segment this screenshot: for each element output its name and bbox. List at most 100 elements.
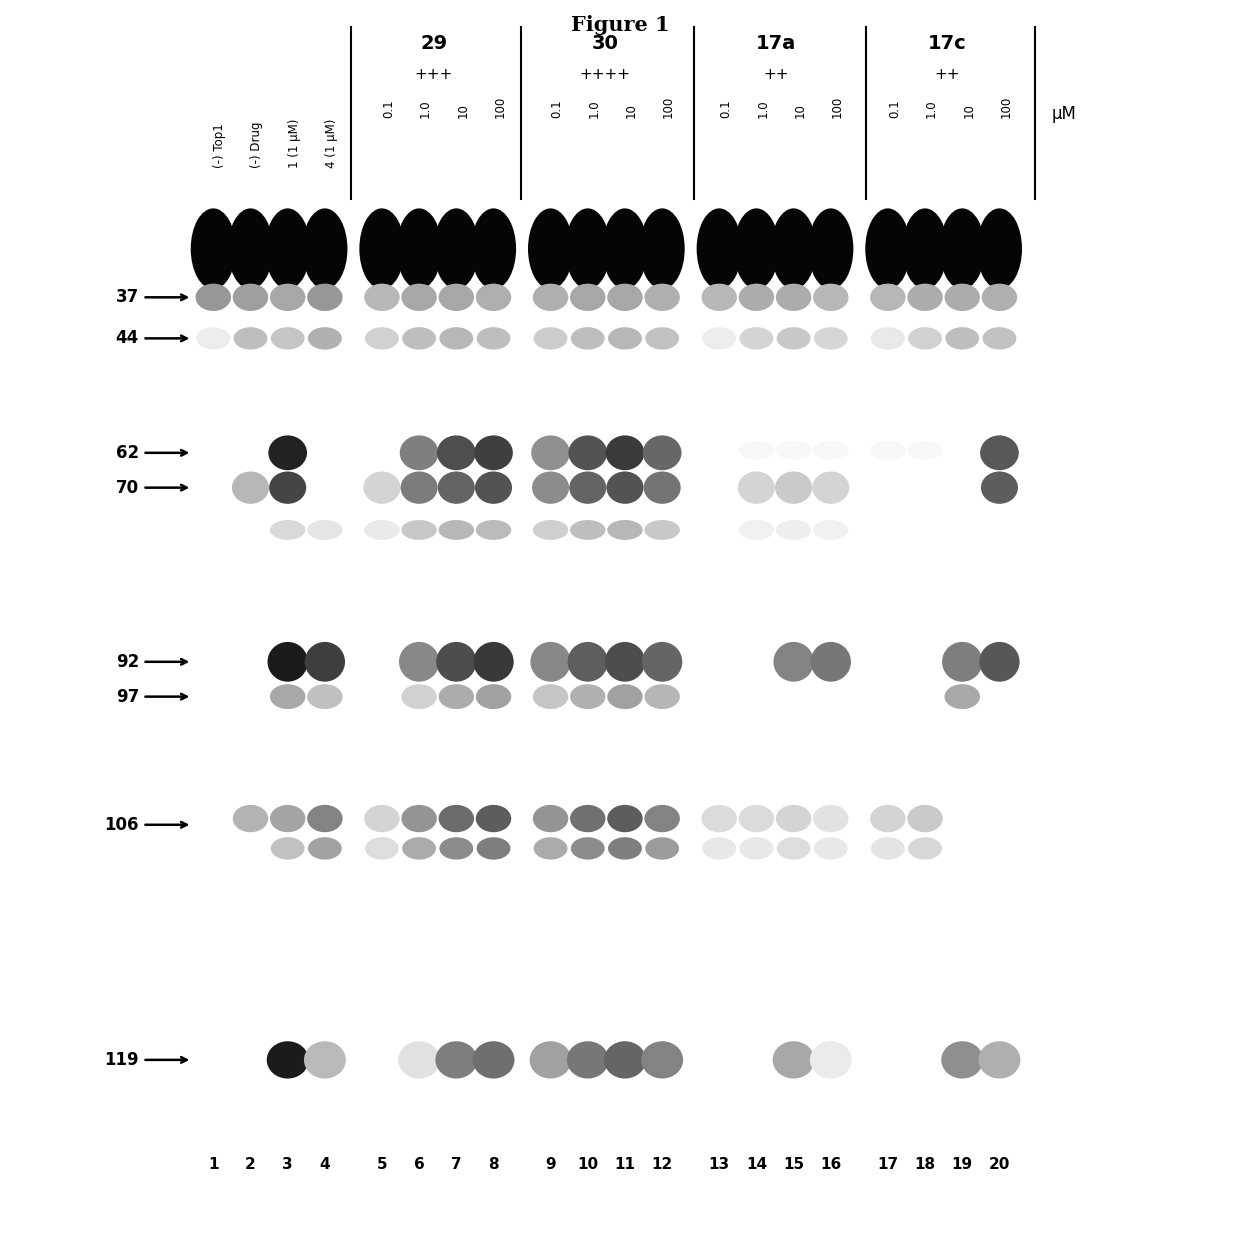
Ellipse shape	[603, 208, 647, 289]
Ellipse shape	[533, 327, 568, 350]
Ellipse shape	[270, 284, 305, 311]
Ellipse shape	[776, 284, 811, 311]
Text: 4: 4	[320, 1157, 330, 1172]
Ellipse shape	[228, 208, 273, 289]
Ellipse shape	[476, 684, 511, 709]
Text: ++: ++	[935, 67, 960, 82]
Ellipse shape	[608, 805, 642, 832]
Text: ++++: ++++	[579, 67, 631, 82]
Ellipse shape	[268, 435, 308, 470]
Ellipse shape	[570, 284, 605, 311]
Ellipse shape	[402, 327, 436, 350]
Ellipse shape	[476, 837, 511, 860]
Ellipse shape	[608, 327, 642, 350]
Text: 0.1: 0.1	[719, 100, 732, 118]
Ellipse shape	[810, 1041, 852, 1079]
Text: 15: 15	[782, 1157, 805, 1172]
Text: 1.0: 1.0	[925, 100, 937, 118]
Text: 92: 92	[115, 653, 139, 671]
Ellipse shape	[191, 208, 236, 289]
Ellipse shape	[533, 805, 568, 832]
Ellipse shape	[608, 837, 642, 860]
Ellipse shape	[980, 435, 1019, 470]
Text: μM: μM	[1052, 106, 1076, 123]
Ellipse shape	[397, 208, 441, 289]
Ellipse shape	[533, 284, 568, 311]
Ellipse shape	[870, 440, 905, 460]
Ellipse shape	[434, 208, 479, 289]
Text: 16: 16	[820, 1157, 842, 1172]
Ellipse shape	[644, 471, 681, 504]
Ellipse shape	[908, 284, 942, 311]
Ellipse shape	[605, 642, 645, 682]
Ellipse shape	[531, 435, 570, 470]
Text: 100: 100	[494, 96, 506, 118]
Ellipse shape	[776, 805, 811, 832]
Ellipse shape	[398, 1041, 440, 1079]
Ellipse shape	[533, 520, 568, 540]
Ellipse shape	[476, 284, 511, 311]
Ellipse shape	[196, 284, 231, 311]
Ellipse shape	[568, 435, 608, 470]
Ellipse shape	[870, 837, 905, 860]
Ellipse shape	[645, 284, 680, 311]
Text: 106: 106	[104, 816, 139, 833]
Text: 3: 3	[283, 1157, 293, 1172]
Ellipse shape	[980, 642, 1019, 682]
Ellipse shape	[739, 837, 774, 860]
Ellipse shape	[270, 837, 305, 860]
Ellipse shape	[981, 471, 1018, 504]
Ellipse shape	[813, 284, 848, 311]
Ellipse shape	[776, 520, 811, 540]
Text: 20: 20	[988, 1157, 1011, 1172]
Ellipse shape	[363, 471, 401, 504]
Text: ++: ++	[764, 67, 789, 82]
Ellipse shape	[532, 471, 569, 504]
Text: 0.1: 0.1	[382, 100, 394, 118]
Text: 100: 100	[999, 96, 1012, 118]
Text: 10: 10	[625, 103, 637, 118]
Ellipse shape	[739, 284, 774, 311]
Ellipse shape	[870, 284, 905, 311]
Ellipse shape	[645, 805, 680, 832]
Ellipse shape	[739, 440, 774, 460]
Ellipse shape	[702, 805, 737, 832]
Ellipse shape	[570, 684, 605, 709]
Ellipse shape	[402, 284, 436, 311]
Ellipse shape	[531, 642, 570, 682]
Ellipse shape	[476, 520, 511, 540]
Ellipse shape	[308, 805, 342, 832]
Ellipse shape	[608, 284, 642, 311]
Ellipse shape	[641, 1041, 683, 1079]
Ellipse shape	[776, 440, 811, 460]
Ellipse shape	[570, 520, 605, 540]
Ellipse shape	[645, 837, 680, 860]
Text: 37: 37	[115, 289, 139, 306]
Ellipse shape	[268, 642, 308, 682]
Ellipse shape	[645, 520, 680, 540]
Ellipse shape	[945, 684, 980, 709]
Ellipse shape	[233, 805, 268, 832]
Ellipse shape	[773, 1041, 815, 1079]
Ellipse shape	[738, 471, 775, 504]
Ellipse shape	[308, 284, 342, 311]
Text: 100: 100	[831, 96, 843, 118]
Ellipse shape	[811, 642, 851, 682]
Ellipse shape	[702, 284, 737, 311]
Ellipse shape	[269, 471, 306, 504]
Ellipse shape	[866, 208, 910, 289]
Ellipse shape	[533, 837, 568, 860]
Text: 17: 17	[877, 1157, 899, 1172]
Ellipse shape	[565, 208, 610, 289]
Ellipse shape	[435, 1041, 477, 1079]
Text: Figure 1: Figure 1	[570, 15, 670, 35]
Ellipse shape	[304, 1041, 346, 1079]
Ellipse shape	[942, 642, 982, 682]
Ellipse shape	[308, 327, 342, 350]
Ellipse shape	[812, 471, 849, 504]
Text: 17a: 17a	[756, 34, 796, 53]
Ellipse shape	[439, 327, 474, 350]
Ellipse shape	[399, 642, 439, 682]
Ellipse shape	[982, 284, 1017, 311]
Ellipse shape	[739, 805, 774, 832]
